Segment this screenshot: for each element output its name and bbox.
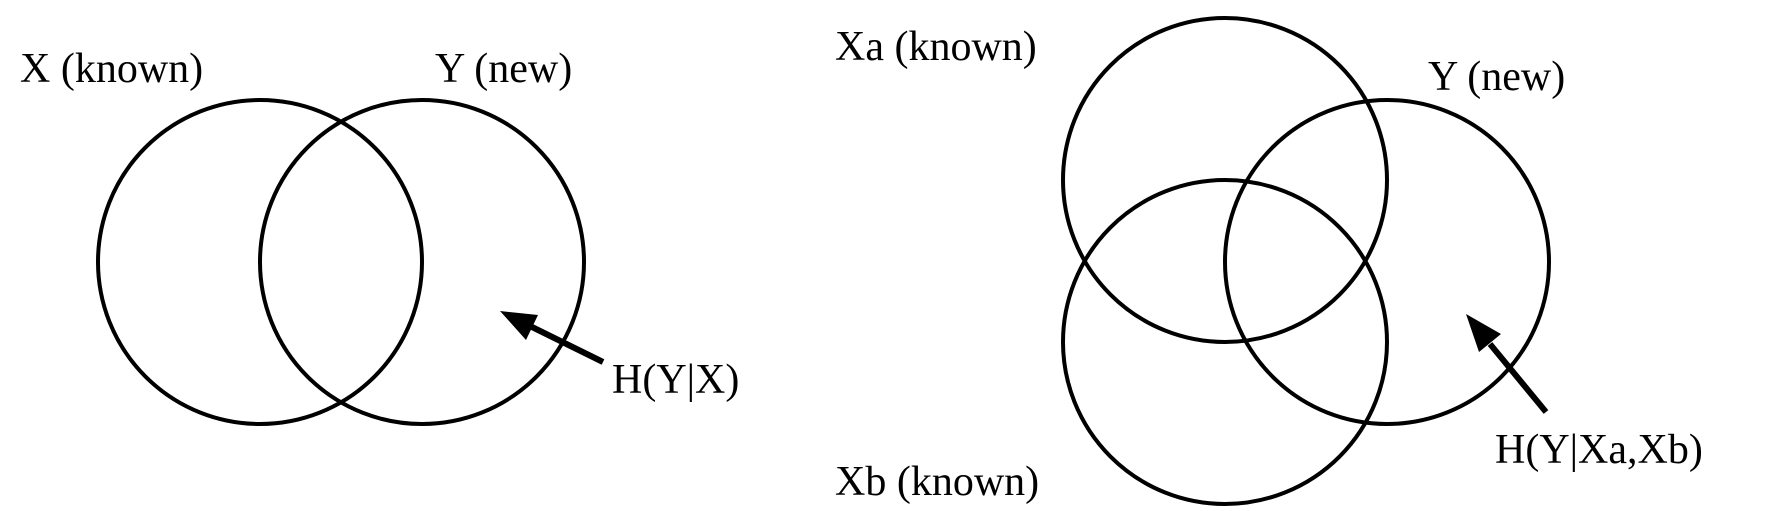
label-xa-known: Xa (known) [835, 24, 1037, 70]
label-xb-known: Xb (known) [835, 459, 1039, 505]
label-y-new: Y (new) [1428, 54, 1565, 100]
label-h-y-given-xa-xb: H(Y|Xa,Xb) [1495, 427, 1703, 473]
right-venn-diagram: Xa (known) Y (new) Xb (known) H(Y|Xa,Xb) [835, 16, 1703, 506]
label-x-known: X (known) [20, 46, 203, 92]
arrow-h-y-given-xa-xb [1466, 314, 1549, 414]
label-h-y-given-x: H(Y|X) [612, 357, 739, 403]
arrow-h-y-given-x [500, 311, 605, 365]
arrowhead-icon [500, 311, 538, 340]
circle-y [1223, 98, 1551, 426]
circle-xa [1061, 16, 1389, 344]
label-y-new: Y (new) [435, 46, 572, 92]
circle-x [96, 98, 424, 426]
circle-xb [1061, 178, 1389, 506]
arrowhead-icon [1466, 314, 1501, 352]
circle-y [258, 98, 586, 426]
left-venn-diagram: X (known) Y (new) H(Y|X) [20, 46, 739, 426]
